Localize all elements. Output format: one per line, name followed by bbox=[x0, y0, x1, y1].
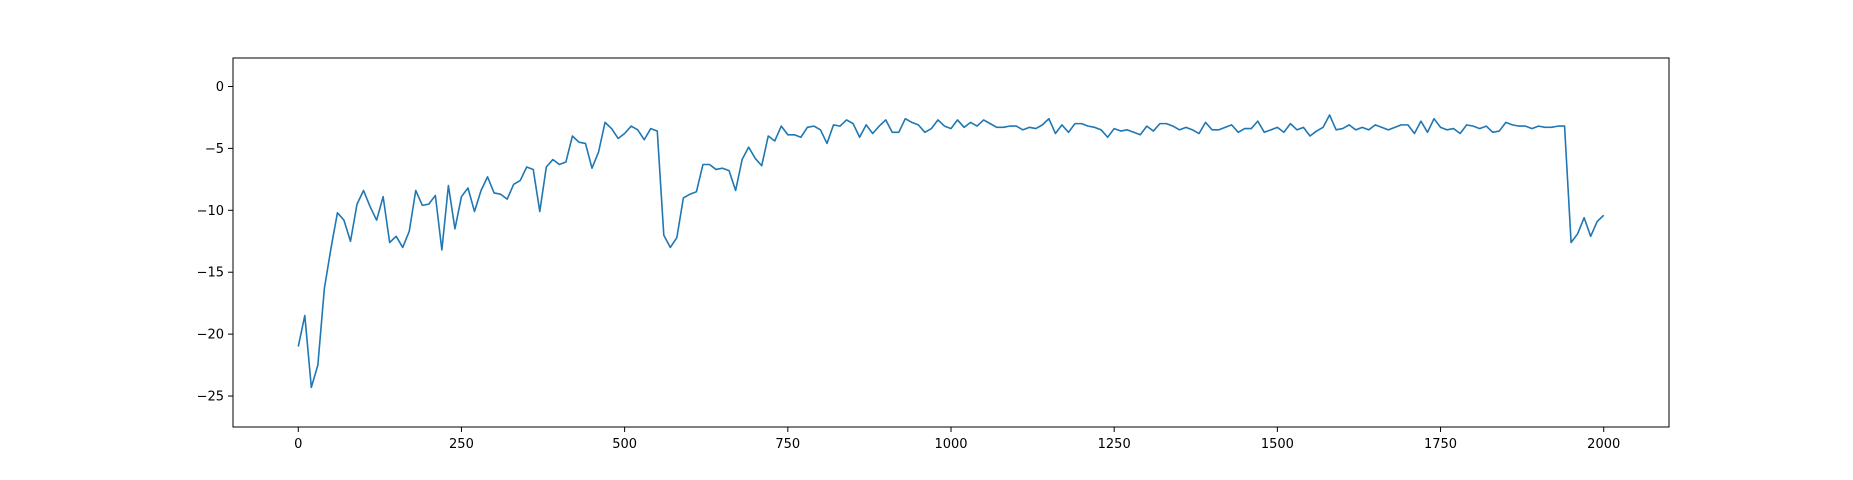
x-tick-label: 0 bbox=[294, 437, 302, 452]
series-line-0 bbox=[297, 114, 1605, 389]
y-tick-label: −5 bbox=[205, 142, 224, 157]
x-tick-label: 1250 bbox=[1098, 437, 1131, 452]
x-tick-label: 1750 bbox=[1424, 437, 1457, 452]
x-tick-label: 500 bbox=[612, 437, 637, 452]
series-layer bbox=[297, 114, 1605, 389]
y-tick-label: 0 bbox=[216, 80, 224, 95]
y-tick-label: −15 bbox=[197, 266, 224, 281]
x-tick-label: 750 bbox=[775, 437, 800, 452]
x-tick-label: 2000 bbox=[1587, 437, 1620, 452]
x-tick-label: 1500 bbox=[1261, 437, 1294, 452]
y-tick-label: −10 bbox=[197, 204, 224, 219]
x-tick-label: 250 bbox=[449, 437, 474, 452]
y-axis: 0 −5 −10 −15 −20 −25 bbox=[197, 80, 233, 405]
x-tick-label: 1000 bbox=[934, 437, 967, 452]
x-axis: 0 250 500 750 1000 1250 1500 1750 2000 bbox=[294, 427, 1620, 452]
y-tick-label: −25 bbox=[197, 390, 224, 405]
y-tick-label: −20 bbox=[197, 328, 224, 343]
